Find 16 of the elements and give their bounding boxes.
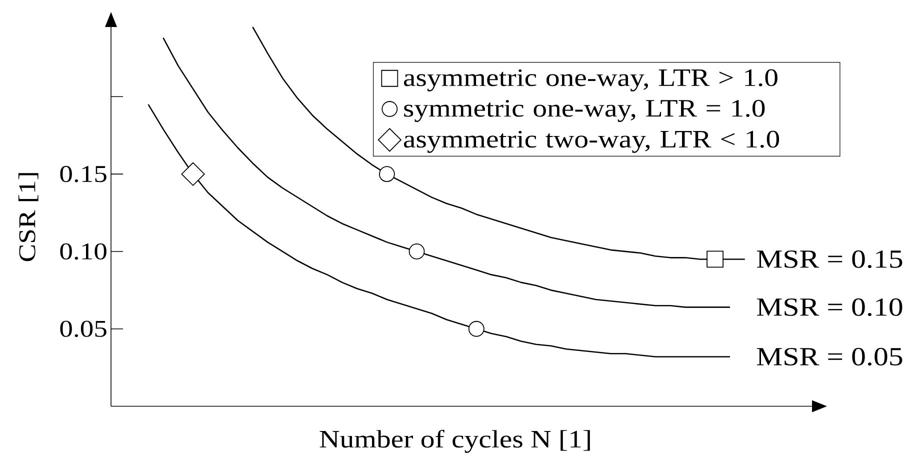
x-axis-title: Number of cycles N [1] <box>320 430 590 453</box>
point <box>181 162 205 186</box>
legend-label: symmetric one-way, LTR = 1.0 <box>404 100 765 122</box>
y-tick-label: 0.10 <box>60 243 106 260</box>
point <box>706 250 724 268</box>
point <box>378 166 395 182</box>
point <box>468 320 484 337</box>
y-axis-title: CSR [1] <box>18 173 38 262</box>
point <box>408 244 425 260</box>
series-label: MSR = 0.10 <box>756 298 902 316</box>
y-tick-label: 0.05 <box>60 320 106 338</box>
legend-label: asymmetric one-way, LTR > 1.0 <box>404 69 778 92</box>
series-label: MSR = 0.15 <box>756 250 902 268</box>
series-label: MSR = 0.05 <box>756 348 902 366</box>
y-tick-label: 0.15 <box>60 166 106 182</box>
legend-label: asymmetric two-way, LTR < 1.0 <box>404 130 780 153</box>
